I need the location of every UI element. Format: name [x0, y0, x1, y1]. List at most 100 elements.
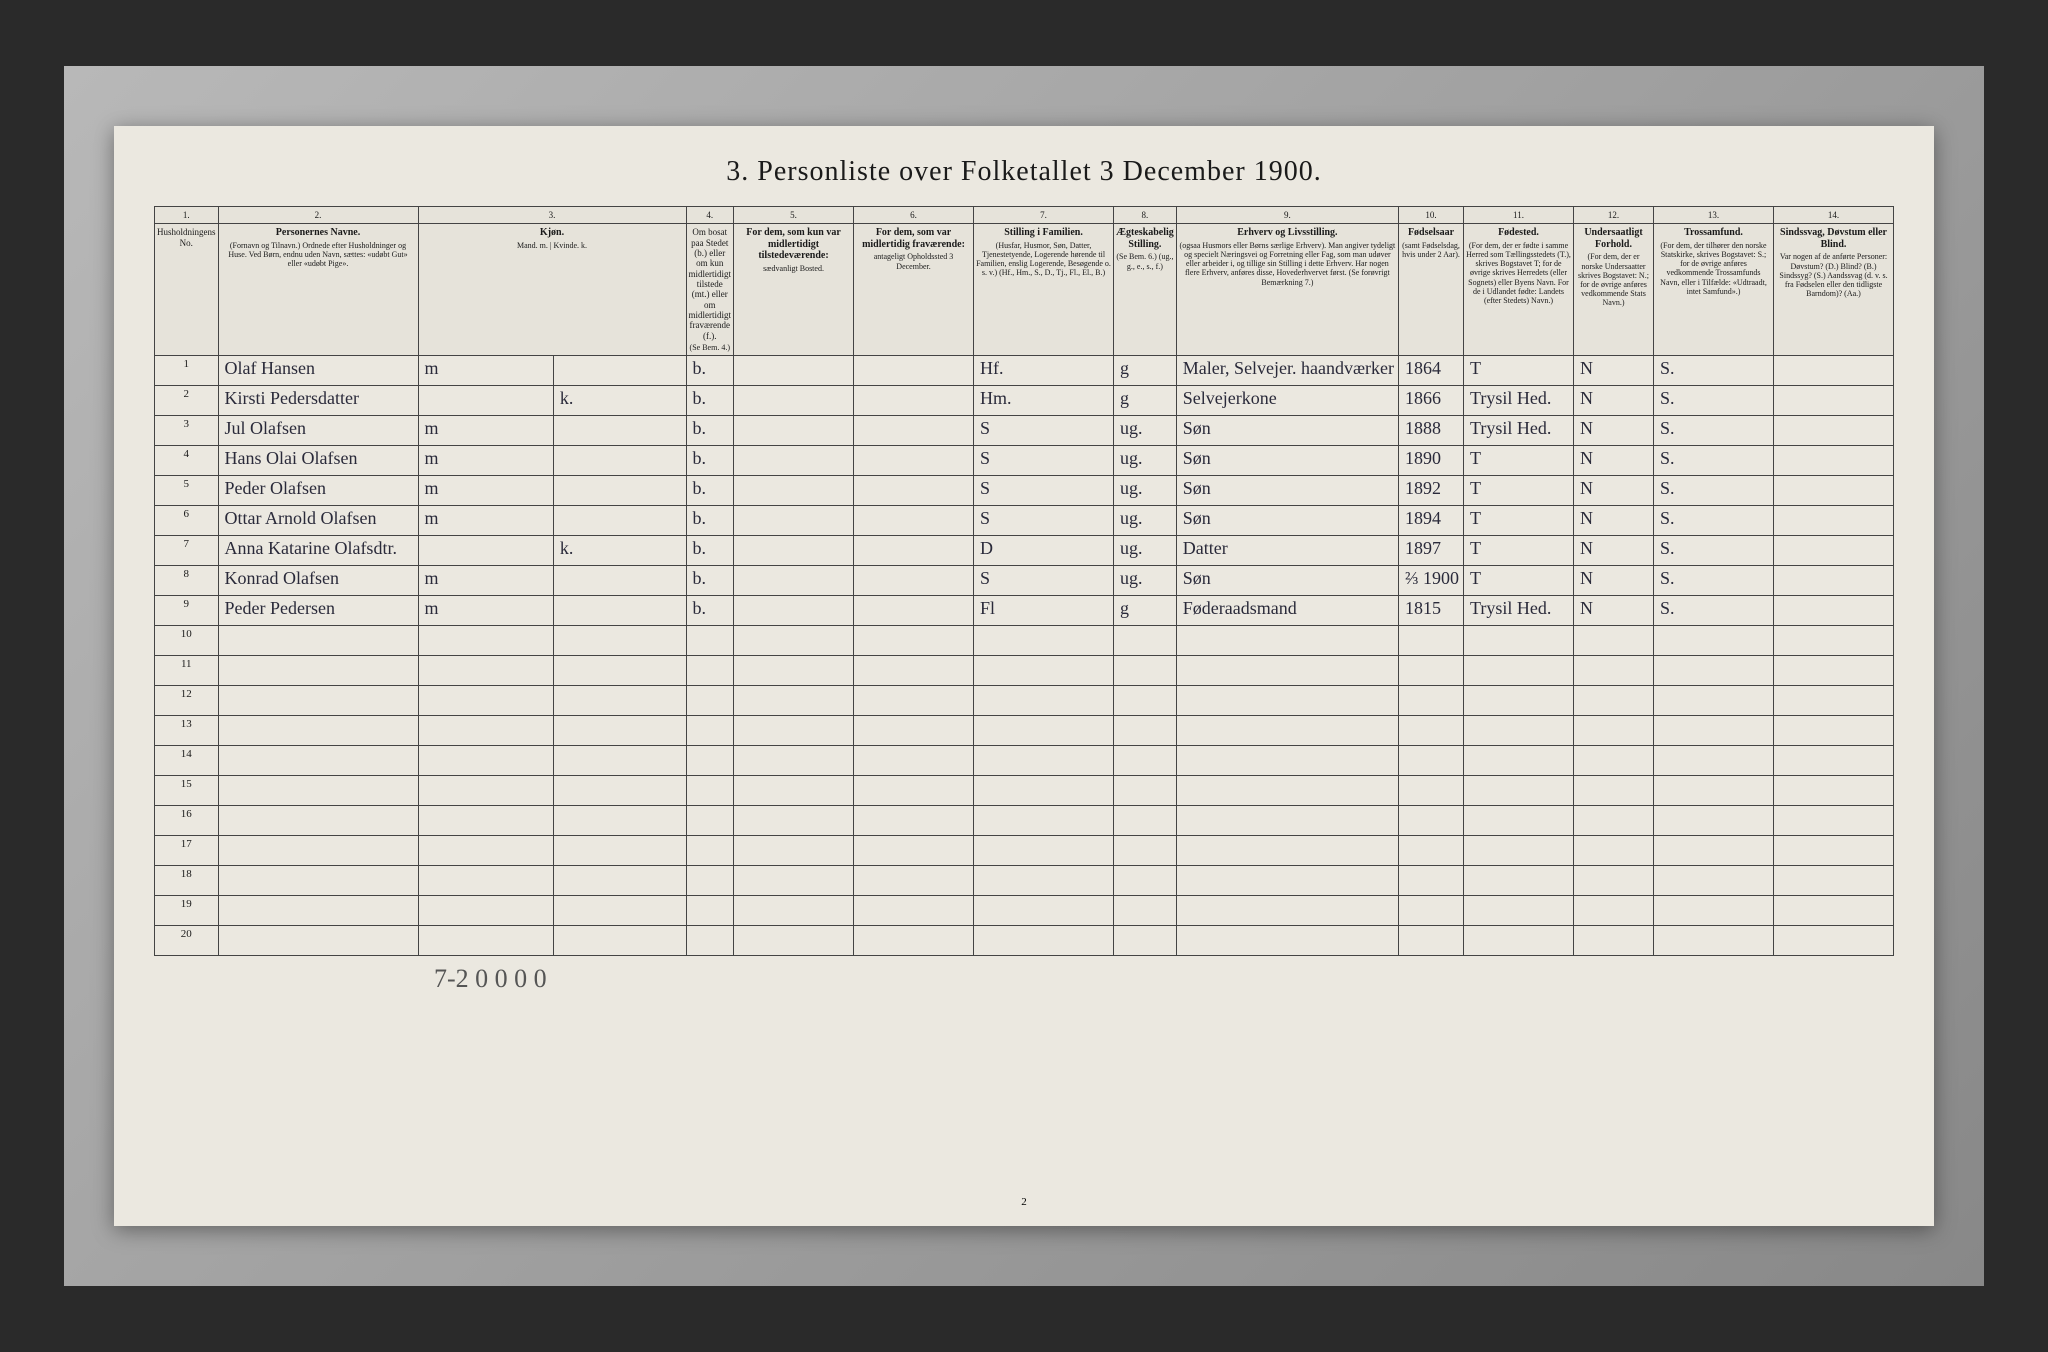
table-row-empty: 20: [155, 926, 1894, 956]
hdr-4: Om bosat paa Stedet (b.) eller om kun mi…: [686, 224, 734, 356]
cell-sex-m: [418, 386, 553, 416]
cell-nationality: N: [1574, 386, 1654, 416]
table-row: 5Peder Olafsenmb.Sug.Søn1892TNS.: [155, 476, 1894, 506]
scan-background: 3. Personliste over Folketallet 3 Decemb…: [64, 66, 1984, 1286]
cell-occupation: Maler, Selvejer. haandværker: [1176, 356, 1398, 386]
row-number: 17: [155, 836, 219, 866]
cell-occupation: Datter: [1176, 536, 1398, 566]
table-row-empty: 19: [155, 896, 1894, 926]
cell-birthplace: Trysil Hed.: [1464, 596, 1574, 626]
cell-position: D: [974, 536, 1114, 566]
cell-absent: [854, 446, 974, 476]
cell-sex-k: [553, 416, 686, 446]
cell-temp: [734, 596, 854, 626]
cell-sex-k: k.: [553, 536, 686, 566]
cell-sex-k: [553, 566, 686, 596]
cell-name: Jul Olafsen: [218, 416, 418, 446]
colnum-10: 10.: [1399, 207, 1464, 224]
cell-residence: b.: [686, 416, 734, 446]
cell-year: 1888: [1399, 416, 1464, 446]
cell-absent: [854, 476, 974, 506]
table-row: 9Peder Pedersenmb.FlgFøderaadsmand1815Tr…: [155, 596, 1894, 626]
table-row-empty: 12: [155, 686, 1894, 716]
cell-infirmity: [1774, 416, 1894, 446]
table-row-empty: 14: [155, 746, 1894, 776]
cell-position: S: [974, 476, 1114, 506]
cell-position: Hm.: [974, 386, 1114, 416]
cell-religion: S.: [1654, 476, 1774, 506]
cell-temp: [734, 476, 854, 506]
cell-residence: b.: [686, 386, 734, 416]
cell-marital: ug.: [1114, 566, 1177, 596]
hdr-1: Husholdningens No.: [155, 224, 219, 356]
table-row-empty: 18: [155, 866, 1894, 896]
cell-nationality: N: [1574, 446, 1654, 476]
cell-marital: g: [1114, 356, 1177, 386]
cell-name: Peder Olafsen: [218, 476, 418, 506]
cell-infirmity: [1774, 536, 1894, 566]
row-number: 18: [155, 866, 219, 896]
colnum-13: 13.: [1654, 207, 1774, 224]
cell-occupation: Søn: [1176, 476, 1398, 506]
row-number: 3: [155, 416, 219, 446]
document-page: 3. Personliste over Folketallet 3 Decemb…: [114, 126, 1934, 1226]
row-number: 5: [155, 476, 219, 506]
cell-religion: S.: [1654, 506, 1774, 536]
column-heading-row: Husholdningens No. Personernes Navne.(Fo…: [155, 224, 1894, 356]
row-number: 13: [155, 716, 219, 746]
cell-year: 1894: [1399, 506, 1464, 536]
cell-infirmity: [1774, 566, 1894, 596]
cell-residence: b.: [686, 476, 734, 506]
colnum-14: 14.: [1774, 207, 1894, 224]
cell-marital: g: [1114, 386, 1177, 416]
cell-infirmity: [1774, 446, 1894, 476]
cell-birthplace: T: [1464, 356, 1574, 386]
cell-position: S: [974, 566, 1114, 596]
cell-birthplace: T: [1464, 566, 1574, 596]
cell-year: 1890: [1399, 446, 1464, 476]
cell-residence: b.: [686, 506, 734, 536]
cell-infirmity: [1774, 386, 1894, 416]
cell-sex-m: m: [418, 416, 553, 446]
table-row-empty: 13: [155, 716, 1894, 746]
hdr-6: For dem, som var midlertidig fraværende:…: [854, 224, 974, 356]
row-number: 20: [155, 926, 219, 956]
cell-year: 1864: [1399, 356, 1464, 386]
cell-name: Hans Olai Olafsen: [218, 446, 418, 476]
table-row-empty: 11: [155, 656, 1894, 686]
cell-sex-k: k.: [553, 386, 686, 416]
row-number: 16: [155, 806, 219, 836]
cell-religion: S.: [1654, 386, 1774, 416]
cell-absent: [854, 416, 974, 446]
table-row-empty: 15: [155, 776, 1894, 806]
cell-sex-k: [553, 446, 686, 476]
table-row-empty: 16: [155, 806, 1894, 836]
cell-sex-m: m: [418, 596, 553, 626]
cell-occupation: Selvejerkone: [1176, 386, 1398, 416]
cell-religion: S.: [1654, 596, 1774, 626]
cell-nationality: N: [1574, 356, 1654, 386]
cell-nationality: N: [1574, 566, 1654, 596]
row-number: 4: [155, 446, 219, 476]
cell-name: Kirsti Pedersdatter: [218, 386, 418, 416]
cell-absent: [854, 536, 974, 566]
cell-position: Fl: [974, 596, 1114, 626]
cell-infirmity: [1774, 356, 1894, 386]
cell-religion: S.: [1654, 416, 1774, 446]
table-row: 1Olaf Hansenmb.Hf.gMaler, Selvejer. haan…: [155, 356, 1894, 386]
table-body: 1Olaf Hansenmb.Hf.gMaler, Selvejer. haan…: [155, 356, 1894, 956]
cell-sex-k: [553, 476, 686, 506]
table-row: 6Ottar Arnold Olafsenmb.Sug.Søn1894TNS.: [155, 506, 1894, 536]
cell-sex-m: m: [418, 356, 553, 386]
colnum-11: 11.: [1464, 207, 1574, 224]
row-number: 9: [155, 596, 219, 626]
colnum-4: 4.: [686, 207, 734, 224]
cell-name: Peder Pedersen: [218, 596, 418, 626]
row-number: 11: [155, 656, 219, 686]
cell-residence: b.: [686, 566, 734, 596]
colnum-7: 7.: [974, 207, 1114, 224]
hdr-13: Trossamfund.(For dem, der tilhører den n…: [1654, 224, 1774, 356]
cell-position: Hf.: [974, 356, 1114, 386]
cell-marital: ug.: [1114, 506, 1177, 536]
footer-handwriting: 7-2 0 0 0 0: [434, 964, 1894, 994]
